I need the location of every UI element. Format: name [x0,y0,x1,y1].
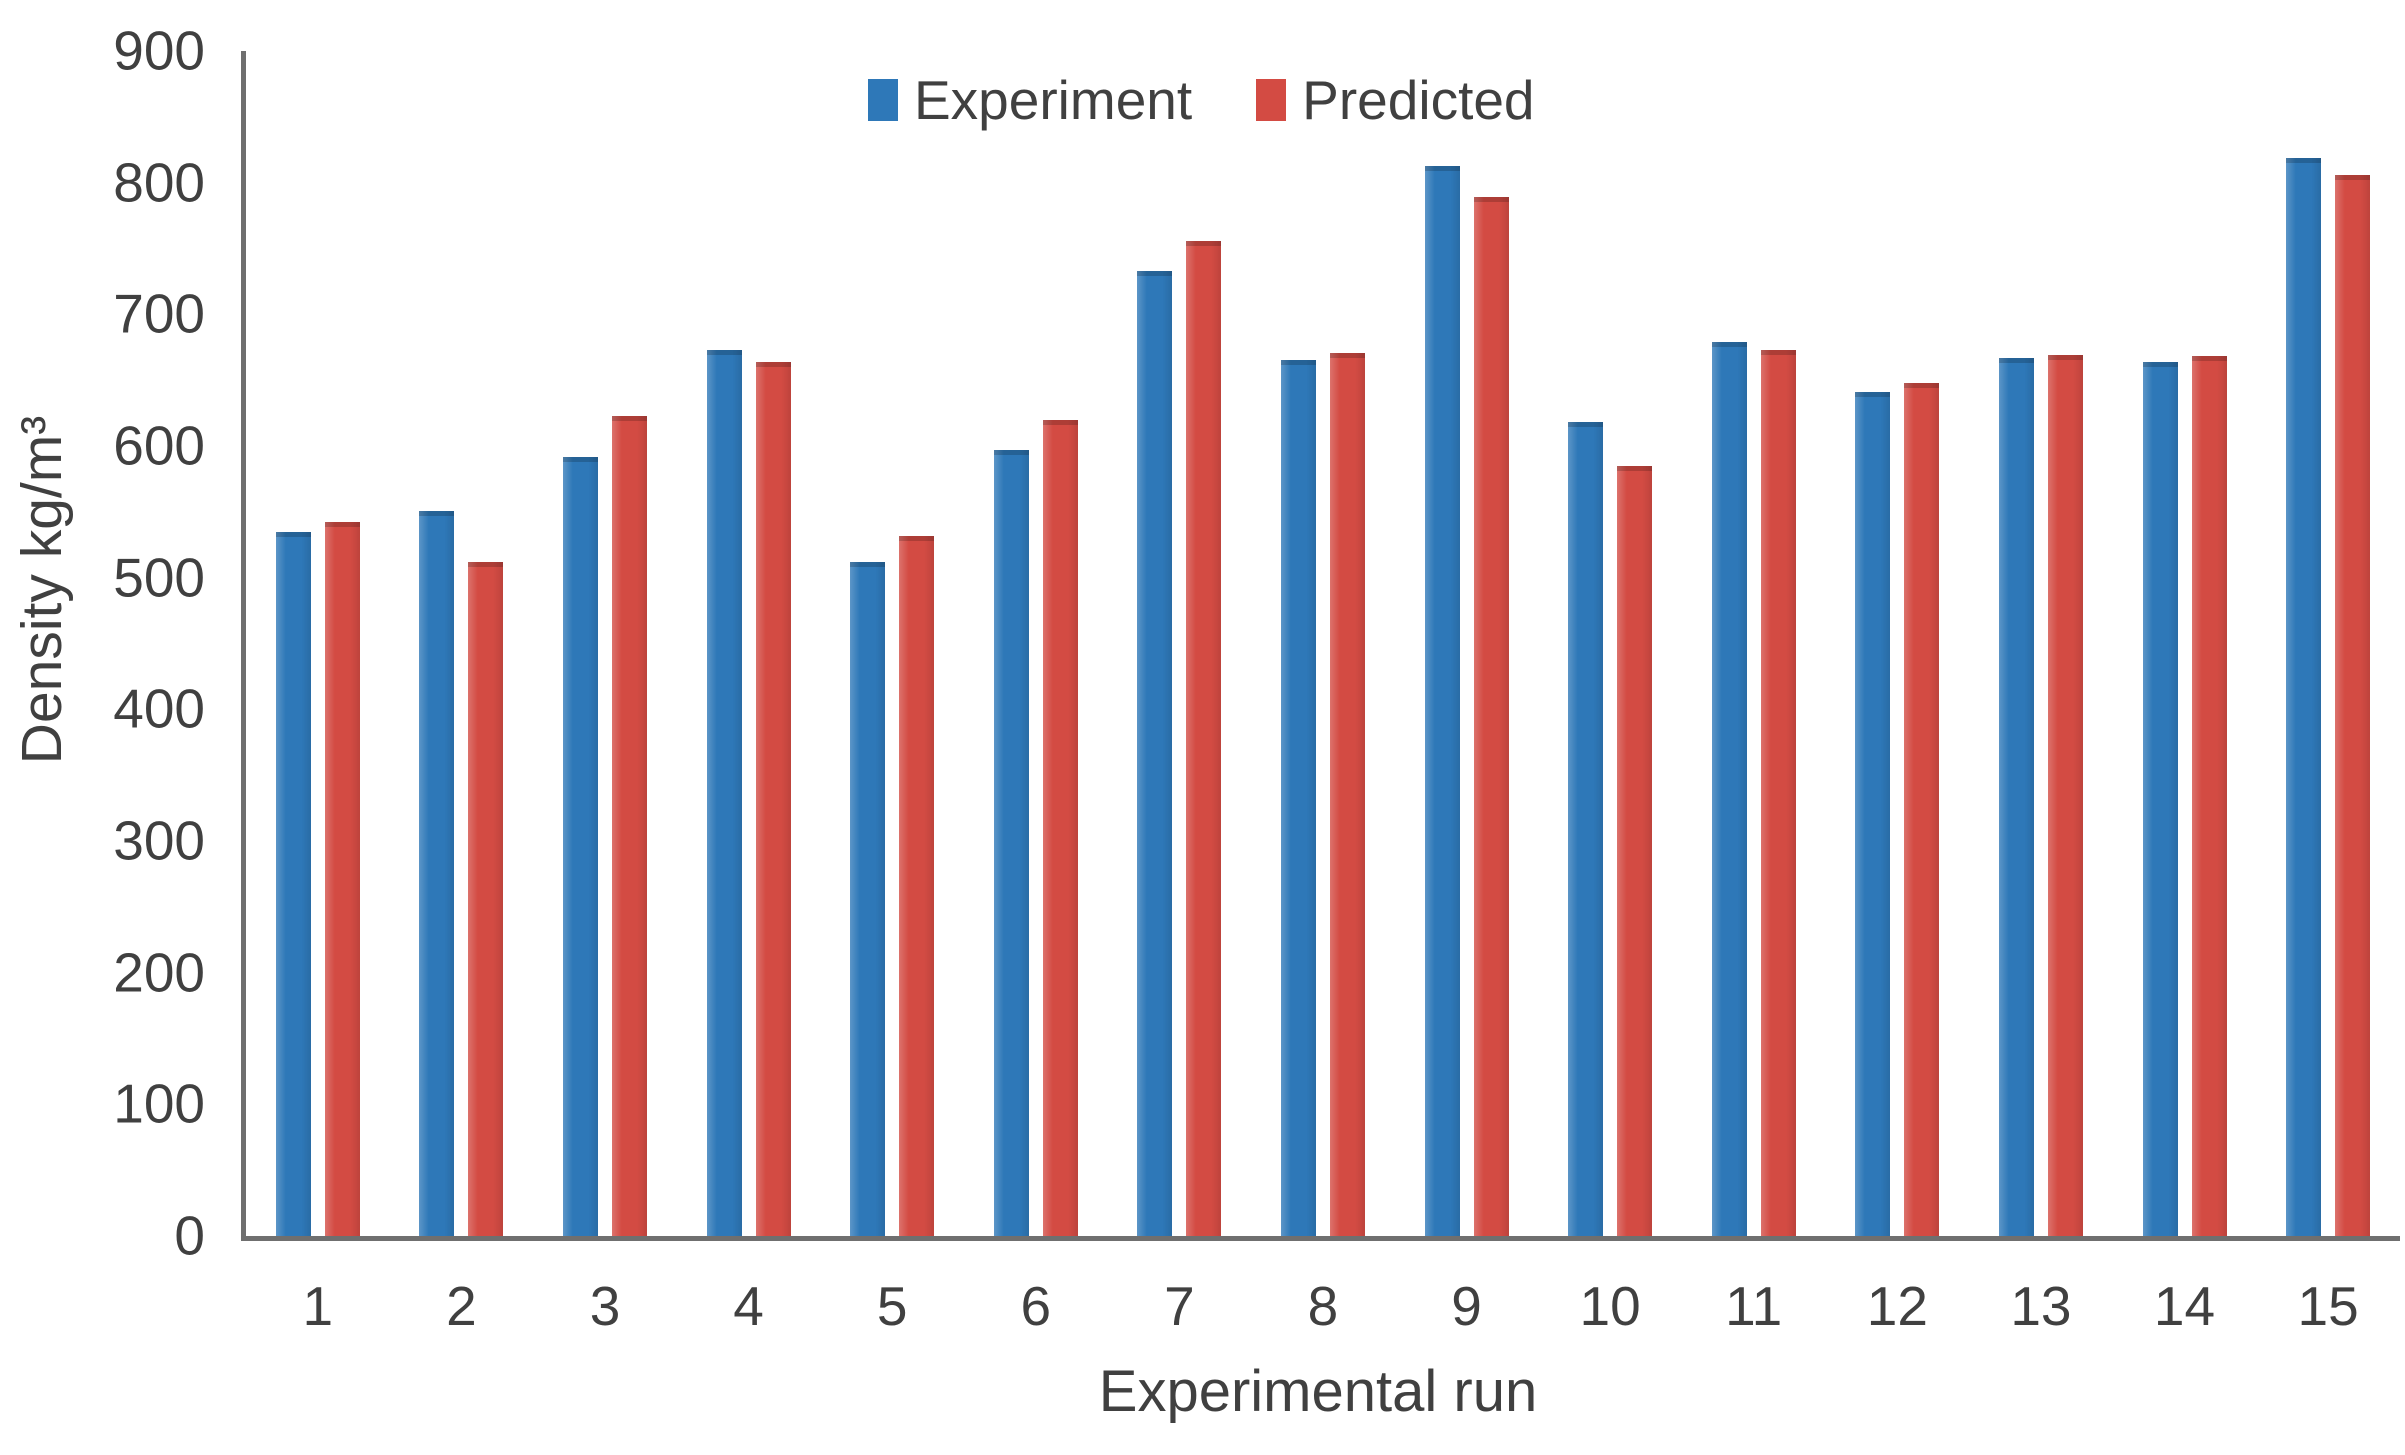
bar-experiment-run-11 [1711,341,1747,1236]
legend-swatch-predicted [1256,79,1287,121]
y-tick-label: 800 [113,151,205,214]
y-tick-label: 500 [113,546,205,609]
x-tick-label: 9 [1451,1275,1482,1337]
bar-experiment-run-14 [2142,361,2178,1236]
bar-experiment-run-7 [1137,270,1173,1236]
y-tick-label: 100 [113,1072,205,1135]
legend-label-experiment: Experiment [914,69,1193,131]
bar-experiment-run-12 [1855,392,1891,1236]
bar-experiment-run-8 [1280,360,1316,1236]
bar-predicted-run-14 [2191,356,2227,1236]
x-tick-label: 7 [1164,1275,1195,1337]
bar-predicted-run-12 [1904,382,1940,1236]
x-tick-label: 10 [1579,1275,1641,1337]
x-tick-label: 6 [1020,1275,1052,1337]
bar-group-run-15: 15 [2256,51,2400,1337]
bar-predicted-run-3 [611,415,647,1236]
bar-group-run-2: 2 [390,51,534,1337]
y-axis: 0 100 200 300 400 500 600 700 800 900 [0,23,205,1263]
y-tick-label: 0 [174,1204,205,1267]
bar-group-run-14: 14 [2113,51,2257,1337]
bar-predicted-run-5 [899,535,935,1236]
x-tick-label: 2 [446,1275,477,1337]
bar-group-run-13: 13 [1969,51,2113,1337]
legend: Experiment Predicted [868,68,1535,132]
bar-experiment-run-10 [1568,422,1604,1236]
bar-experiment-run-15 [2286,157,2322,1236]
x-tick-label: 5 [876,1275,908,1337]
bar-group-run-9: 9 [1395,51,1539,1337]
y-tick-label: 700 [113,282,205,345]
bar-group-run-12: 12 [1826,51,1970,1337]
x-tick-label: 14 [2153,1275,2216,1337]
bar-experiment-run-3 [562,456,598,1236]
bar-group-run-1: 1 [246,51,390,1337]
bar-group-run-8: 8 [1251,51,1395,1337]
x-axis-title: Experimental run [1098,1359,1538,1424]
y-tick-label: 600 [113,414,205,477]
bar-predicted-run-6 [1042,419,1078,1236]
bar-group-run-3: 3 [533,51,677,1337]
bar-group-run-11: 11 [1682,51,1826,1337]
bar-predicted-run-11 [1760,349,1796,1236]
bar-group-run-5: 5 [820,51,964,1337]
bar-experiment-run-2 [419,510,455,1236]
x-tick-label: 8 [1307,1275,1339,1337]
bar-predicted-run-10 [1617,465,1653,1236]
plot-area: 1 2 3 4 5 6 7 8 9 10 11 12 13 14 15 [241,51,2400,1337]
y-tick-label: 200 [113,941,205,1004]
bar-experiment-run-4 [706,349,742,1236]
bar-experiment-run-9 [1424,165,1460,1236]
legend-swatch-experiment [868,79,898,121]
bar-predicted-run-13 [2047,355,2083,1236]
x-tick-label: 1 [302,1275,334,1337]
bar-experiment-run-5 [850,561,886,1236]
x-tick-label: 4 [733,1275,764,1337]
y-tick-label: 900 [113,19,205,82]
legend-item-predicted: Predicted [1256,68,1535,132]
bar-group-run-6: 6 [964,51,1108,1337]
bar-group-run-10: 10 [1538,51,1682,1337]
bar-experiment-run-6 [993,449,1029,1236]
x-tick-label: 11 [1725,1275,1783,1337]
y-tick-label: 400 [113,677,205,740]
bar-predicted-run-1 [324,522,360,1236]
bar-predicted-run-2 [468,561,504,1236]
x-tick-label: 3 [589,1275,621,1337]
bar-predicted-run-7 [1186,240,1222,1236]
x-tick-label: 13 [2010,1275,2072,1337]
legend-item-experiment: Experiment [868,68,1192,132]
x-tick-label: 15 [2297,1275,2359,1337]
y-tick-label: 300 [113,809,205,872]
bar-experiment-run-13 [1998,357,2034,1236]
bar-predicted-run-9 [1473,197,1509,1236]
bar-experiment-run-1 [275,531,311,1236]
bar-predicted-run-4 [755,361,791,1236]
bar-predicted-run-8 [1329,352,1365,1236]
x-tick-label: 12 [1866,1275,1928,1337]
bar-predicted-run-15 [2335,174,2371,1236]
legend-label-predicted: Predicted [1302,69,1535,131]
bar-group-run-4: 4 [677,51,821,1337]
bar-group-run-7: 7 [1108,51,1252,1337]
